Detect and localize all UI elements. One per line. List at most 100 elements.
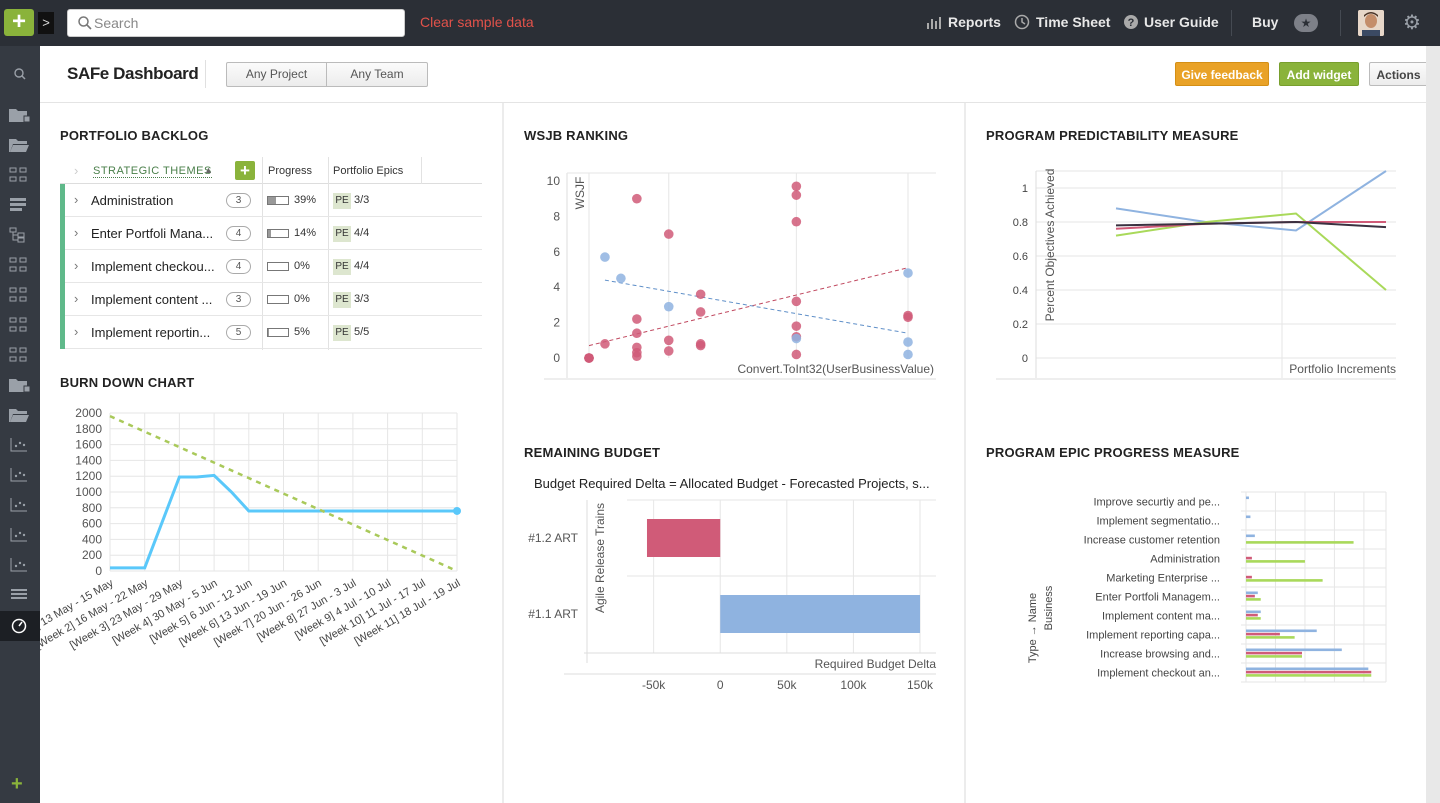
scatter-report-icon[interactable] (9, 467, 31, 483)
star-icon[interactable]: ★ (1294, 14, 1318, 32)
chevron-right-icon[interactable]: › (74, 192, 79, 207)
epic-progress-bar[interactable] (1246, 496, 1249, 500)
add-item-icon[interactable]: + (11, 773, 23, 795)
data-point[interactable] (903, 268, 913, 278)
data-point[interactable] (663, 229, 674, 239)
scatter-report-icon[interactable] (9, 437, 31, 453)
board-icon[interactable] (9, 347, 31, 363)
epic-progress-bar[interactable] (1246, 632, 1280, 636)
data-point[interactable] (695, 289, 706, 300)
epic-progress-bar[interactable] (1246, 674, 1372, 677)
avatar[interactable] (1358, 10, 1384, 36)
project-filter[interactable]: Any Project (226, 62, 327, 87)
stack-icon[interactable] (9, 587, 31, 603)
table-row[interactable]: › Administration 3 39% PE 3/3 (60, 184, 482, 217)
epic-progress-bar[interactable] (1246, 579, 1323, 582)
chevron-right-icon[interactable]: › (74, 225, 79, 240)
chevron-right-icon[interactable]: › (74, 324, 79, 339)
scatter-report-icon[interactable] (9, 497, 31, 513)
data-point[interactable] (632, 342, 642, 353)
epic-progress-bar[interactable] (1246, 594, 1255, 598)
table-row[interactable]: › Enter Portfoli Mana... 4 14% PE 4/4 (60, 217, 482, 250)
data-point[interactable] (791, 190, 802, 200)
data-point[interactable] (903, 310, 913, 321)
data-point[interactable] (600, 252, 610, 262)
theme-name[interactable]: Implement reportin... (91, 325, 211, 340)
epic-progress-bar[interactable] (1246, 636, 1295, 639)
theme-name[interactable]: Implement checkou... (91, 259, 215, 274)
board-icon[interactable] (9, 317, 31, 333)
data-point[interactable] (663, 301, 674, 312)
theme-name[interactable]: Enter Portfoli Mana... (91, 226, 214, 241)
data-point[interactable] (791, 296, 802, 307)
epic-progress-bar[interactable] (1246, 670, 1372, 674)
data-point[interactable] (632, 193, 642, 204)
give-feedback-button[interactable]: Give feedback (1175, 62, 1269, 86)
folder-open-lock-icon[interactable] (9, 137, 31, 153)
expand-sidebar-button[interactable]: > (38, 12, 54, 34)
data-point[interactable] (663, 335, 674, 346)
epic-progress-bar[interactable] (1246, 655, 1302, 658)
epic-progress-bar[interactable] (1246, 617, 1261, 620)
vertical-scrollbar[interactable] (1426, 46, 1440, 803)
table-row[interactable]: › Implement reportin... 5 5% PE 5/5 (60, 316, 482, 349)
data-point[interactable] (791, 349, 802, 360)
data-point[interactable] (791, 333, 802, 344)
reports-link[interactable]: Reports (948, 14, 1001, 30)
epic-progress-bar[interactable] (1246, 648, 1342, 652)
sidebar-item-dashboard[interactable] (0, 611, 40, 641)
data-point[interactable] (616, 273, 626, 284)
clear-sample-data-link[interactable]: Clear sample data (420, 14, 534, 30)
budget-bar[interactable] (646, 519, 721, 557)
search-icon[interactable] (9, 66, 31, 82)
scatter-report-icon[interactable] (9, 557, 31, 573)
epic-progress-bar[interactable] (1246, 610, 1261, 614)
epic-progress-bar[interactable] (1246, 534, 1255, 538)
table-row[interactable]: › Implement checkou... 4 0% PE 4/4 (60, 250, 482, 283)
epic-progress-bar[interactable] (1246, 575, 1252, 579)
epic-progress-bar[interactable] (1246, 541, 1354, 544)
budget-bar[interactable] (720, 595, 921, 633)
data-point[interactable] (791, 321, 802, 331)
data-point[interactable] (791, 216, 802, 227)
tree-icon[interactable] (9, 227, 31, 243)
epic-progress-bar[interactable] (1246, 591, 1258, 595)
user-guide-link[interactable]: User Guide (1144, 14, 1219, 30)
data-point[interactable] (903, 349, 913, 360)
epic-progress-bar[interactable] (1246, 560, 1305, 563)
epic-progress-bar[interactable] (1246, 515, 1251, 519)
create-plus-button[interactable]: + (4, 9, 34, 36)
hierarchy-icon[interactable] (9, 167, 31, 183)
epic-progress-bar[interactable] (1246, 667, 1369, 671)
folder-lock-icon[interactable] (9, 107, 31, 123)
epic-progress-bar[interactable] (1246, 598, 1261, 601)
epic-progress-bar[interactable] (1246, 556, 1252, 560)
search-input[interactable] (94, 13, 394, 33)
data-point[interactable] (903, 337, 913, 347)
add-widget-button[interactable]: Add widget (1279, 62, 1359, 86)
column-header-strategic-themes[interactable]: STRATEGIC THEMES (93, 165, 212, 178)
actions-button[interactable]: Actions (1369, 62, 1428, 86)
board-icon[interactable] (9, 257, 31, 273)
epic-progress-bar[interactable] (1246, 629, 1317, 633)
data-point[interactable] (584, 353, 594, 363)
data-point[interactable] (632, 314, 642, 324)
theme-name[interactable]: Administration (91, 193, 174, 208)
data-point[interactable] (695, 339, 706, 349)
data-point[interactable] (600, 339, 610, 349)
chevron-right-icon[interactable]: › (74, 291, 79, 306)
scatter-report-icon[interactable] (9, 527, 31, 543)
add-theme-button[interactable]: + (235, 161, 255, 180)
folder-open-icon[interactable] (9, 407, 31, 423)
team-filter[interactable]: Any Team (326, 62, 428, 87)
time-sheet-link[interactable]: Time Sheet (1036, 14, 1111, 30)
board-icon[interactable] (9, 287, 31, 303)
chevron-right-icon[interactable]: › (74, 258, 79, 273)
data-point[interactable] (695, 307, 706, 317)
data-point[interactable] (632, 328, 642, 339)
table-row[interactable]: › Implement content ... 3 0% PE 3/3 (60, 283, 482, 316)
epic-progress-bar[interactable] (1246, 613, 1258, 617)
epic-progress-bar[interactable] (1246, 651, 1302, 655)
buy-link[interactable]: Buy (1252, 14, 1279, 30)
gear-icon[interactable]: ⚙ (1403, 12, 1421, 34)
